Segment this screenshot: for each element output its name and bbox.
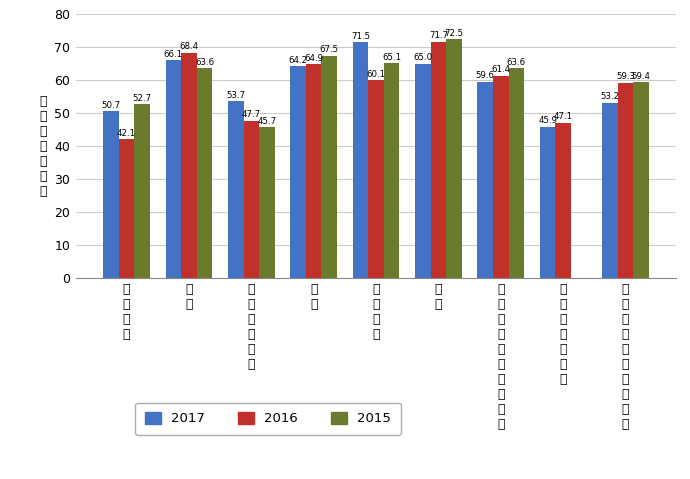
Text: 68.4: 68.4 <box>179 42 199 51</box>
Bar <box>415 64 431 278</box>
Text: 59.6: 59.6 <box>475 71 495 80</box>
Text: 50.7: 50.7 <box>101 101 121 110</box>
Legend: 2017, 2016, 2015: 2017, 2016, 2015 <box>135 403 401 434</box>
Bar <box>509 68 524 278</box>
Text: 63.6: 63.6 <box>507 58 526 67</box>
Bar <box>322 56 337 278</box>
Bar <box>493 76 509 278</box>
Text: 52.7: 52.7 <box>132 94 152 103</box>
Text: 61.4: 61.4 <box>491 65 511 74</box>
Text: 63.6: 63.6 <box>195 58 214 67</box>
Bar <box>618 82 633 278</box>
Bar <box>166 60 181 278</box>
Text: 45.7: 45.7 <box>257 117 277 126</box>
Bar <box>431 42 446 278</box>
Bar <box>244 121 259 278</box>
Text: 65.0: 65.0 <box>413 54 433 62</box>
Bar <box>197 68 213 278</box>
Bar <box>181 53 197 278</box>
Bar <box>602 103 618 278</box>
Text: 53.7: 53.7 <box>226 91 245 100</box>
Text: 60.1: 60.1 <box>366 69 386 79</box>
Bar <box>259 127 275 278</box>
Bar <box>555 123 571 278</box>
Text: 72.5: 72.5 <box>444 29 464 38</box>
Text: 47.7: 47.7 <box>241 111 261 119</box>
Bar <box>446 39 462 278</box>
Text: 66.1: 66.1 <box>164 50 183 59</box>
Text: 59.3: 59.3 <box>616 72 635 81</box>
Text: 42.1: 42.1 <box>117 129 136 138</box>
Text: 45.9: 45.9 <box>538 116 557 125</box>
Bar <box>306 64 322 278</box>
Text: 53.2: 53.2 <box>600 92 620 102</box>
Text: 64.2: 64.2 <box>288 56 308 65</box>
Y-axis label: 二
次
試
験
得
点
率: 二 次 試 験 得 点 率 <box>39 94 47 198</box>
Bar <box>477 81 493 278</box>
Text: 47.1: 47.1 <box>553 113 573 121</box>
Text: 59.4: 59.4 <box>631 72 651 81</box>
Text: 71.7: 71.7 <box>429 32 448 40</box>
Bar <box>135 104 150 278</box>
Bar <box>384 63 400 278</box>
Text: 71.5: 71.5 <box>351 32 370 41</box>
Bar <box>633 82 649 278</box>
Bar <box>119 139 135 278</box>
Text: 64.9: 64.9 <box>304 54 323 63</box>
Bar <box>104 111 119 278</box>
Bar <box>353 42 368 278</box>
Bar <box>290 67 306 278</box>
Text: 67.5: 67.5 <box>319 45 339 54</box>
Bar <box>228 101 244 278</box>
Bar <box>540 126 555 278</box>
Text: 65.1: 65.1 <box>382 53 401 62</box>
Bar <box>368 80 384 278</box>
